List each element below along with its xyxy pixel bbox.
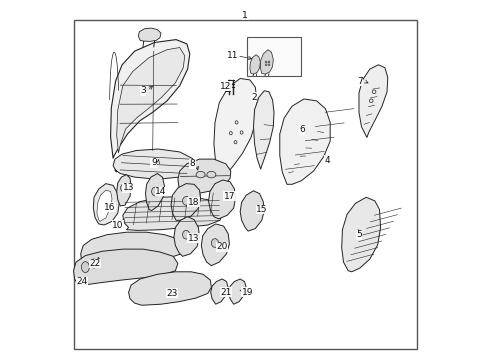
Text: 17: 17	[223, 192, 235, 201]
Polygon shape	[93, 184, 119, 225]
Polygon shape	[145, 174, 164, 211]
Text: 7: 7	[356, 77, 362, 86]
Text: 19: 19	[241, 288, 253, 297]
Polygon shape	[208, 180, 235, 219]
Polygon shape	[110, 40, 189, 158]
Ellipse shape	[151, 187, 159, 196]
Polygon shape	[341, 197, 380, 272]
Polygon shape	[249, 55, 260, 74]
Text: 15: 15	[256, 205, 267, 214]
Polygon shape	[117, 175, 131, 206]
Polygon shape	[260, 50, 273, 74]
Text: 9: 9	[151, 158, 156, 167]
Bar	[247, 37, 300, 76]
Text: 14: 14	[155, 187, 166, 196]
Ellipse shape	[121, 184, 127, 192]
Polygon shape	[81, 232, 183, 268]
Text: 12: 12	[220, 82, 231, 91]
Polygon shape	[113, 149, 194, 179]
Polygon shape	[174, 217, 199, 256]
Text: 2: 2	[251, 93, 257, 102]
Text: 11: 11	[227, 51, 238, 60]
Text: 23: 23	[166, 289, 177, 298]
Polygon shape	[240, 191, 264, 231]
Polygon shape	[201, 224, 229, 266]
Ellipse shape	[196, 171, 204, 178]
Text: 21: 21	[220, 288, 231, 297]
Polygon shape	[97, 190, 112, 221]
Text: 24: 24	[76, 277, 87, 286]
Ellipse shape	[81, 262, 89, 273]
Text: 5: 5	[355, 230, 361, 239]
Ellipse shape	[91, 259, 97, 268]
Polygon shape	[213, 78, 257, 177]
Text: 16: 16	[103, 202, 115, 212]
Polygon shape	[279, 99, 329, 184]
Text: 13: 13	[187, 234, 199, 243]
Polygon shape	[358, 65, 387, 138]
Text: 1: 1	[242, 11, 247, 20]
Polygon shape	[128, 272, 211, 305]
Polygon shape	[210, 279, 228, 304]
Text: 4: 4	[324, 156, 329, 165]
Polygon shape	[73, 249, 178, 285]
Ellipse shape	[182, 230, 189, 239]
Text: 8: 8	[189, 159, 195, 168]
Polygon shape	[138, 28, 161, 41]
Text: 22: 22	[89, 259, 101, 268]
Text: 6: 6	[299, 125, 305, 134]
Ellipse shape	[206, 171, 215, 178]
Text: 18: 18	[187, 198, 199, 207]
Ellipse shape	[211, 239, 218, 247]
Polygon shape	[253, 91, 273, 169]
Text: 10: 10	[112, 220, 123, 230]
Polygon shape	[228, 279, 246, 304]
Polygon shape	[117, 48, 184, 153]
Polygon shape	[178, 159, 230, 194]
Polygon shape	[171, 184, 200, 220]
Bar	[224, 84, 229, 91]
Text: 20: 20	[216, 242, 227, 251]
Polygon shape	[122, 196, 222, 230]
Text: 13: 13	[122, 184, 134, 193]
Ellipse shape	[182, 197, 189, 205]
Text: 3: 3	[140, 86, 145, 95]
